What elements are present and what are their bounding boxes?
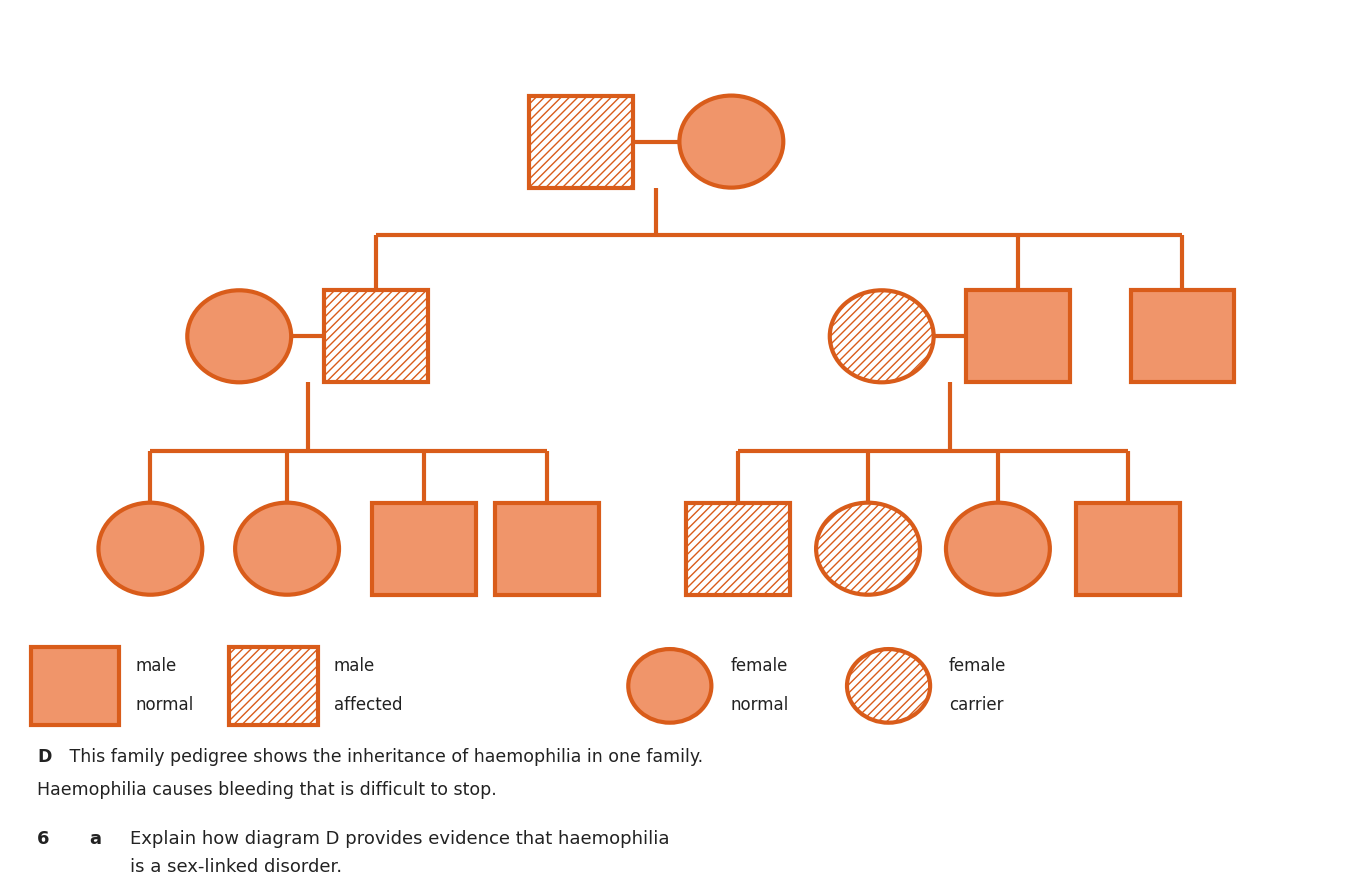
Bar <box>966 290 1070 382</box>
Bar <box>230 647 317 725</box>
Text: normal: normal <box>135 696 194 714</box>
Text: Haemophilia causes bleeding that is difficult to stop.: Haemophilia causes bleeding that is diff… <box>37 781 496 798</box>
Text: is a sex-linked disorder.: is a sex-linked disorder. <box>130 858 342 876</box>
Bar <box>1131 290 1234 382</box>
Bar <box>31 647 119 725</box>
Text: male: male <box>334 658 375 675</box>
Text: affected: affected <box>334 696 402 714</box>
Ellipse shape <box>830 290 934 382</box>
Ellipse shape <box>848 649 930 723</box>
Bar <box>529 96 633 188</box>
Bar <box>324 290 428 382</box>
Ellipse shape <box>946 503 1050 595</box>
Ellipse shape <box>629 649 711 723</box>
Text: male: male <box>135 658 176 675</box>
Bar <box>495 503 599 595</box>
Text: female: female <box>730 658 787 675</box>
Text: 6: 6 <box>37 830 49 848</box>
Text: This family pedigree shows the inheritance of haemophilia in one family.: This family pedigree shows the inheritan… <box>64 748 704 766</box>
Bar <box>1076 503 1180 595</box>
Ellipse shape <box>679 96 783 188</box>
Text: female: female <box>949 658 1006 675</box>
Text: carrier: carrier <box>949 696 1003 714</box>
Ellipse shape <box>98 503 202 595</box>
Ellipse shape <box>235 503 339 595</box>
Ellipse shape <box>187 290 291 382</box>
Text: Explain how diagram D provides evidence that haemophilia: Explain how diagram D provides evidence … <box>130 830 670 848</box>
Bar <box>686 503 790 595</box>
Bar <box>372 503 476 595</box>
Ellipse shape <box>816 503 920 595</box>
Text: a: a <box>89 830 101 848</box>
Text: normal: normal <box>730 696 789 714</box>
Text: D: D <box>37 748 52 766</box>
